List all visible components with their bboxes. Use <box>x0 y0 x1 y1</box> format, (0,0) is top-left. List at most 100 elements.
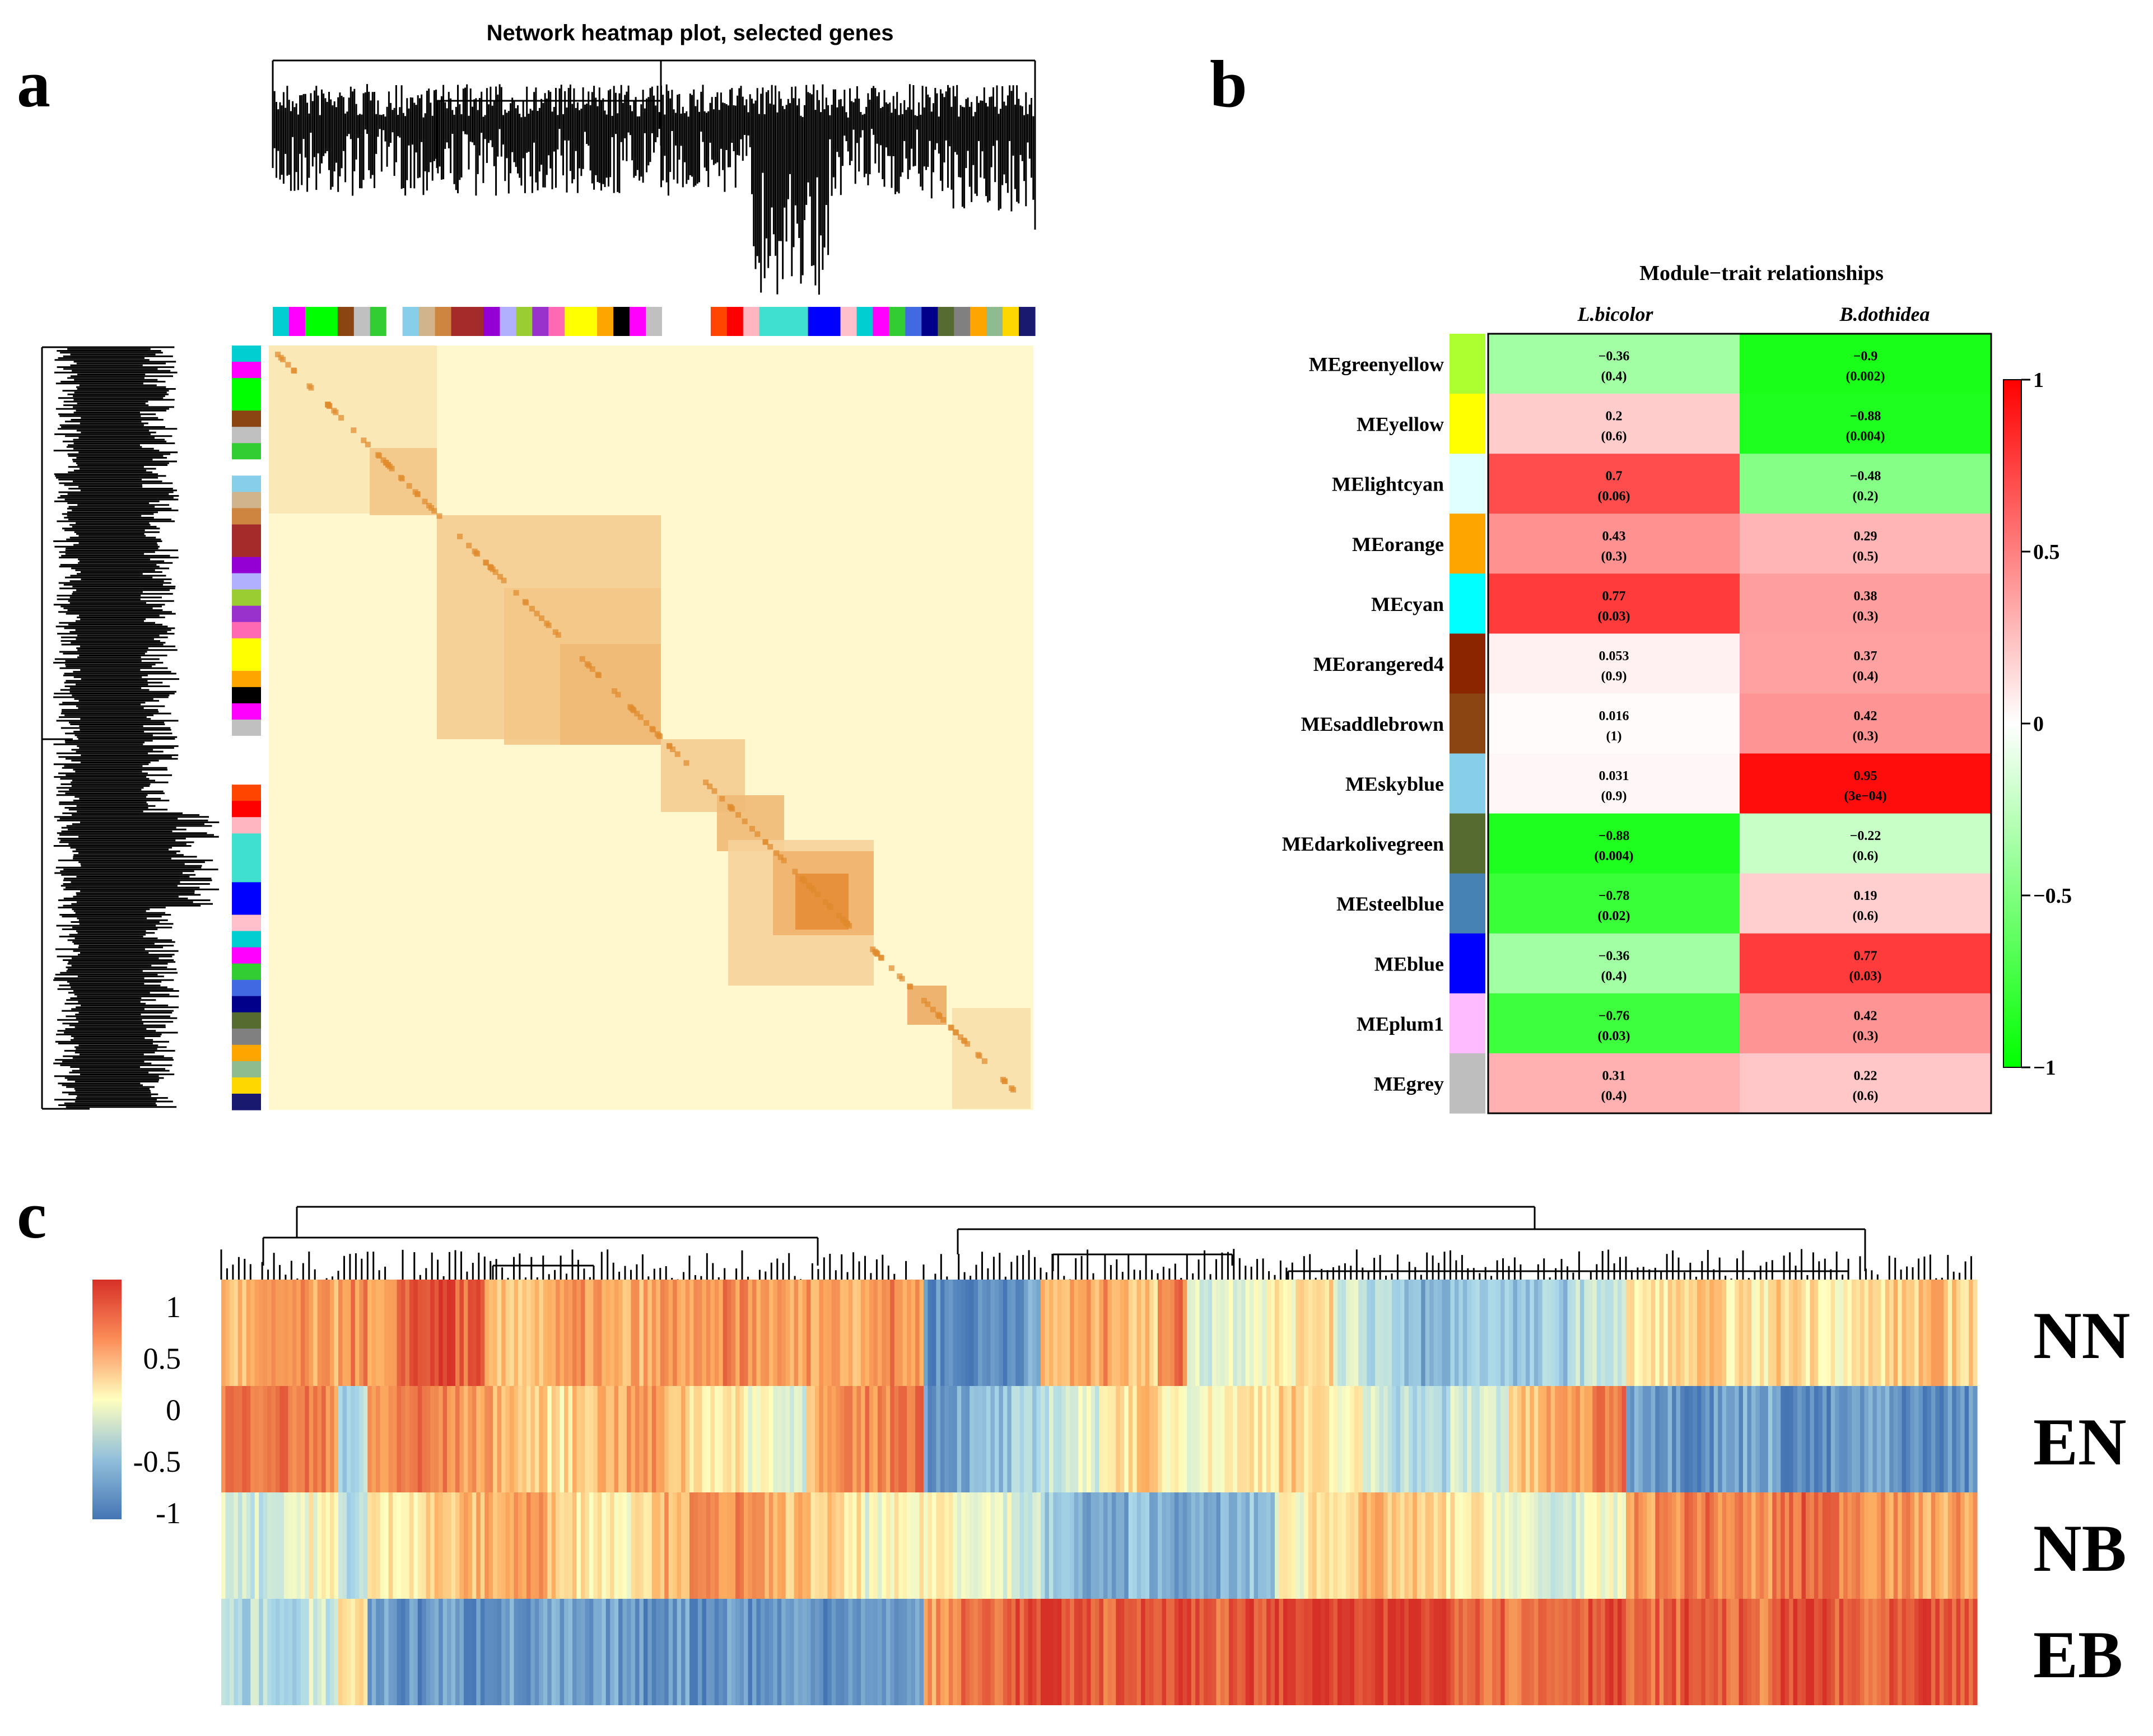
expression-cell <box>1893 1386 1898 1492</box>
expression-cell <box>1567 1280 1572 1386</box>
expression-cell <box>1174 1280 1179 1386</box>
expression-cell <box>1764 1280 1769 1386</box>
tom-diagonal-cell <box>637 714 644 720</box>
expression-cell <box>1517 1386 1522 1492</box>
expression-cell <box>1295 1492 1301 1599</box>
module-color-segment-top <box>921 307 938 336</box>
expression-cell <box>1458 1492 1464 1599</box>
expression-cell <box>1872 1599 1877 1705</box>
expression-cell <box>1638 1280 1643 1386</box>
expression-cell <box>1045 1280 1050 1386</box>
expression-cell <box>1045 1386 1050 1492</box>
expression-cell <box>426 1386 431 1492</box>
expression-cell <box>643 1492 648 1599</box>
expression-cell <box>568 1599 573 1705</box>
expression-cell <box>271 1386 276 1492</box>
expression-cell <box>263 1599 268 1705</box>
expression-cell <box>1709 1280 1714 1386</box>
expression-cell <box>1166 1492 1171 1599</box>
expression-cell <box>643 1280 648 1386</box>
expression-cell <box>898 1386 903 1492</box>
expression-cell <box>330 1599 335 1705</box>
expression-cell <box>631 1599 636 1705</box>
expression-cell <box>1538 1280 1543 1386</box>
expression-cell <box>999 1492 1004 1599</box>
expression-cell <box>468 1280 473 1386</box>
expression-cell <box>338 1280 343 1386</box>
expression-cell <box>785 1280 790 1386</box>
expression-cell <box>497 1492 502 1599</box>
module-row-label: MEgrey <box>1374 1073 1444 1095</box>
expression-cell <box>1634 1492 1639 1599</box>
expression-cell <box>1383 1280 1388 1386</box>
expression-cell <box>1082 1280 1087 1386</box>
expression-cell <box>505 1599 510 1705</box>
expression-cell <box>1576 1492 1581 1599</box>
expression-cell <box>1830 1599 1835 1705</box>
expression-cell <box>802 1599 807 1705</box>
expression-cell <box>1826 1599 1832 1705</box>
expression-cell <box>1224 1280 1229 1386</box>
expression-cell <box>484 1599 490 1705</box>
expression-cell <box>1111 1599 1116 1705</box>
panel-a-title: Network heatmap plot, selected genes <box>487 21 894 45</box>
expression-cell <box>1433 1492 1438 1599</box>
module-swatch <box>1450 873 1485 934</box>
expression-cell <box>810 1386 815 1492</box>
expression-cell <box>1747 1386 1752 1492</box>
tom-diagonal-cell <box>936 1013 943 1019</box>
expression-cell <box>1099 1386 1104 1492</box>
module-color-segment-left <box>232 654 261 671</box>
expression-cell <box>1467 1280 1472 1386</box>
expression-cell <box>1408 1599 1413 1705</box>
expression-cell <box>1133 1280 1138 1386</box>
expression-cell <box>1241 1492 1246 1599</box>
module-swatch <box>1450 813 1485 874</box>
expression-cell <box>727 1599 732 1705</box>
expression-cell <box>225 1280 230 1386</box>
expression-cell <box>1843 1386 1848 1492</box>
expression-cell <box>1914 1492 1919 1599</box>
expression-cell <box>1588 1599 1593 1705</box>
expression-cell <box>1826 1386 1832 1492</box>
expression-cell <box>1224 1492 1229 1599</box>
expression-cell <box>681 1280 686 1386</box>
module-color-segment-top <box>273 307 290 336</box>
expression-cell <box>1479 1599 1484 1705</box>
module-color-segment-top <box>986 307 1003 336</box>
expression-cell <box>229 1599 234 1705</box>
expression-cell <box>1492 1599 1497 1705</box>
expression-cell <box>1316 1386 1321 1492</box>
module-color-segment-left <box>232 346 261 362</box>
expression-cell <box>530 1599 535 1705</box>
expression-cell <box>627 1386 632 1492</box>
expression-cell <box>1187 1492 1192 1599</box>
expression-cell <box>714 1280 719 1386</box>
expression-cell <box>568 1280 573 1386</box>
expression-cell <box>1170 1492 1175 1599</box>
expression-cell <box>1634 1599 1639 1705</box>
expression-cell <box>1479 1492 1484 1599</box>
expression-cell <box>1174 1599 1179 1705</box>
tom-diagonal-cell <box>735 812 742 818</box>
module-row-label: MEgreenyellow <box>1309 353 1444 376</box>
tom-diagonal-cell <box>414 491 421 497</box>
expression-cell <box>618 1492 623 1599</box>
expression-cell <box>819 1386 824 1492</box>
expression-cell <box>359 1492 364 1599</box>
trait-correlation-label: −0.36 <box>1599 349 1630 364</box>
trait-pvalue-label: (0.4) <box>1601 969 1627 983</box>
expression-cell <box>334 1280 339 1386</box>
tom-diagonal-cell <box>285 362 291 368</box>
expression-cell <box>580 1492 585 1599</box>
expression-cell <box>693 1280 698 1386</box>
expression-cell <box>1133 1492 1138 1599</box>
expression-cell <box>317 1280 322 1386</box>
tom-diagonal-cell <box>940 1017 947 1023</box>
module-color-segment-left <box>232 362 261 379</box>
expression-cell <box>271 1492 276 1599</box>
expression-cell <box>1530 1280 1535 1386</box>
expression-cell <box>1701 1599 1706 1705</box>
tom-diagonal-cell <box>1001 1078 1008 1084</box>
